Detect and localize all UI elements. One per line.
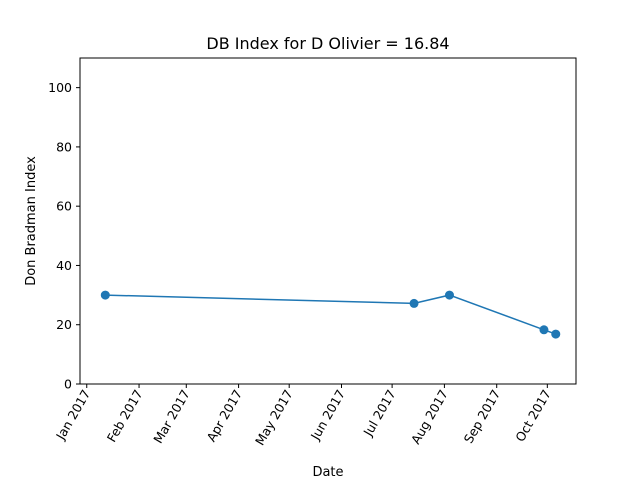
data-point: [100, 290, 110, 300]
x-tick-label: Mar 2017: [150, 387, 193, 446]
x-tick-label: Jan 2017: [52, 387, 93, 443]
y-axis-label: Don Bradman Index: [24, 156, 39, 286]
chart-title: DB Index for D Olivier = 16.84: [206, 34, 449, 53]
x-axis-label: Date: [312, 465, 343, 480]
y-tick-label: 0: [64, 377, 72, 392]
x-axis: Jan 2017 Feb 2017 Mar 2017 Apr 2017 May 2017…: [52, 384, 554, 448]
x-tick-label: Apr 2017: [203, 387, 245, 444]
x-tick-label: Oct 2017: [512, 387, 554, 444]
y-tick-label: 20: [56, 317, 72, 332]
x-tick-label: Jun 2017: [307, 387, 348, 443]
x-tick-label: Aug 2017: [408, 387, 451, 447]
data-point: [409, 298, 419, 308]
y-tick-label: 80: [56, 139, 72, 154]
x-tick-label: Jul 2017: [360, 387, 399, 439]
data-point: [551, 329, 561, 339]
plot-area: [79, 57, 577, 385]
y-tick-label: 40: [56, 258, 72, 273]
series-group: [100, 290, 561, 339]
y-tick-label: 60: [56, 199, 72, 214]
data-point: [539, 325, 549, 335]
y-axis: 0 20 40 60 80 100: [48, 80, 80, 392]
x-tick-label: Sep 2017: [461, 387, 504, 446]
x-tick-label: Feb 2017: [104, 387, 146, 445]
y-tick-label: 100: [48, 80, 72, 95]
x-tick-label: May 2017: [252, 387, 296, 448]
data-point: [444, 290, 454, 300]
